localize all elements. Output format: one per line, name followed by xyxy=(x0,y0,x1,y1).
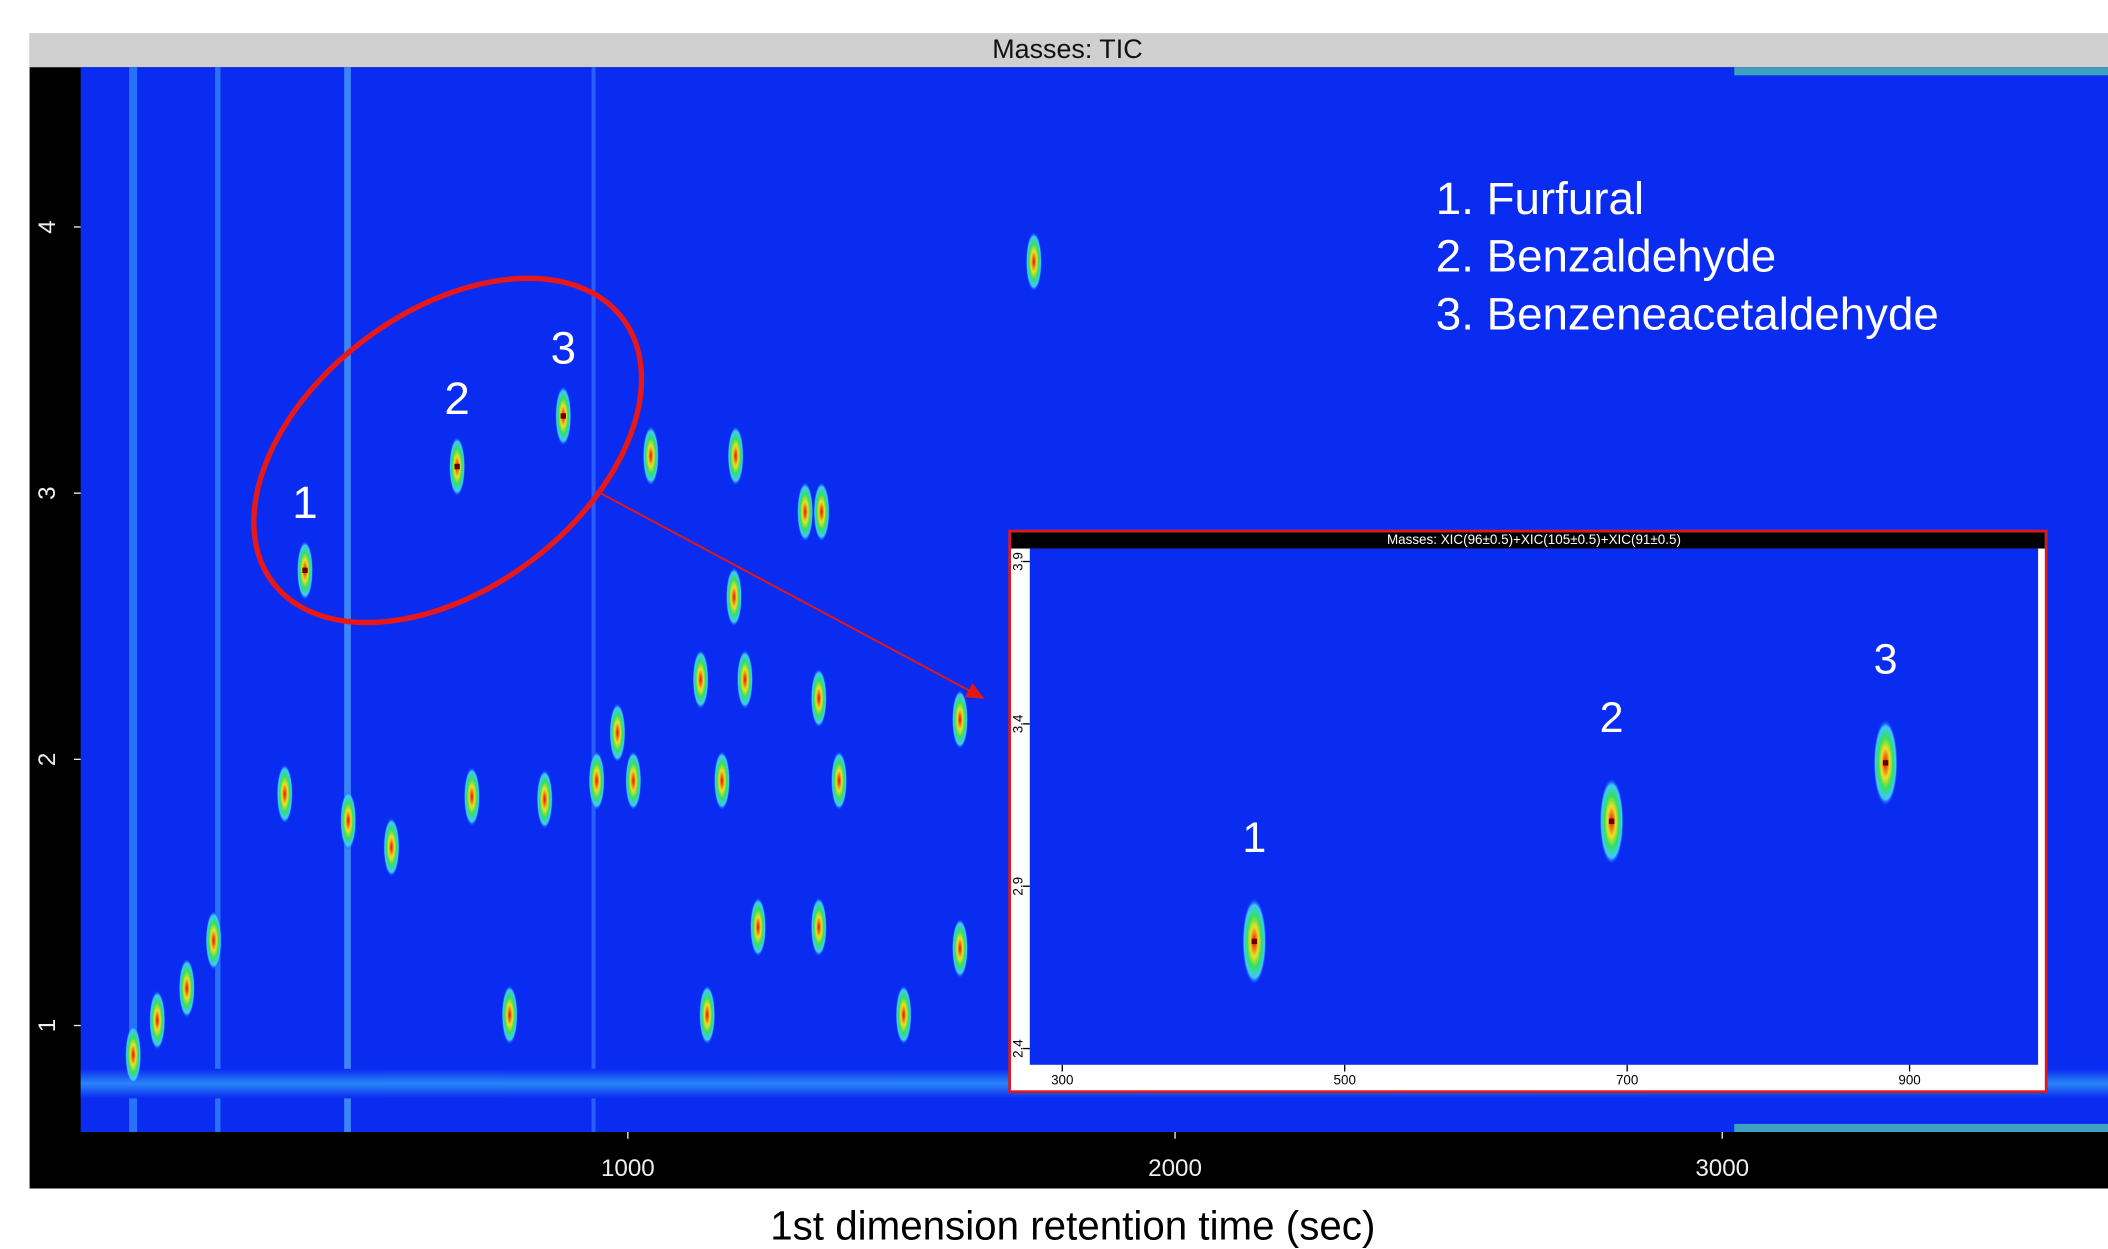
streak xyxy=(129,67,138,1133)
streak xyxy=(215,67,221,1133)
streak xyxy=(591,67,596,1133)
y-tick-label: 3.9 xyxy=(1011,552,1026,571)
x-tick-label: 2000 xyxy=(1148,1155,1202,1182)
peak xyxy=(463,767,480,827)
peak xyxy=(536,769,553,829)
peak xyxy=(340,790,357,851)
x-tick-label: 3000 xyxy=(1695,1155,1749,1182)
peak xyxy=(149,990,166,1050)
peak-apex xyxy=(454,463,460,470)
peak-apex xyxy=(302,567,308,574)
highlight-ellipse xyxy=(251,275,645,626)
peak xyxy=(699,985,716,1045)
legend-entry: 2. Benzaldehyde xyxy=(1436,231,1776,282)
peak xyxy=(831,751,848,811)
x-tick-label: 1000 xyxy=(601,1155,655,1182)
y-tick-label: 3.4 xyxy=(1011,714,1026,733)
chart-title: Masses: TIC xyxy=(992,34,1142,64)
x-tick-label: 700 xyxy=(1616,1072,1638,1087)
peak-label: 1 xyxy=(1242,814,1266,862)
peak-apex xyxy=(1882,760,1889,766)
inset-plot-area xyxy=(1029,548,2039,1065)
peak xyxy=(588,751,605,811)
peak xyxy=(1025,231,1042,292)
peak xyxy=(625,751,642,811)
peak-apex xyxy=(1608,818,1615,824)
peak-label: 3 xyxy=(551,323,576,374)
x-axis-label: 1st dimension retention time (sec) xyxy=(770,1202,1375,1248)
peak xyxy=(797,482,814,542)
peak xyxy=(692,649,709,710)
title-bar xyxy=(29,33,2108,68)
y-tick-label: 2.4 xyxy=(1011,1039,1026,1058)
peak xyxy=(501,985,518,1045)
peak xyxy=(276,764,293,824)
peak-label: 1 xyxy=(292,477,317,528)
legend-entry: 1. Furfural xyxy=(1436,173,1644,224)
y-tick-label: 2.9 xyxy=(1011,877,1026,896)
zoom-arrow xyxy=(600,492,985,699)
peak xyxy=(951,689,969,749)
peak-apex xyxy=(560,413,566,419)
inset-chart: Masses: XIC(96±0.5)+XIC(105±0.5)+XIC(91±… xyxy=(1011,532,1921,1087)
peak xyxy=(951,918,969,978)
peak xyxy=(609,703,626,763)
x-tick-label: 900 xyxy=(1898,1072,1920,1087)
peak-label: 2 xyxy=(1600,694,1624,742)
peak xyxy=(813,482,830,542)
peak xyxy=(750,897,767,957)
y-tick-label: 2 xyxy=(34,753,61,766)
peak xyxy=(895,985,912,1045)
inset-title-bar xyxy=(1010,532,2045,549)
peak xyxy=(725,567,743,627)
x-tick-label: 500 xyxy=(1334,1072,1356,1087)
peak-label: 2 xyxy=(444,373,469,424)
peak xyxy=(736,649,754,710)
streak xyxy=(344,67,351,1133)
chart-title: Masses: XIC(96±0.5)+XIC(105±0.5)+XIC(91±… xyxy=(1387,532,1681,547)
y-tick-label: 3 xyxy=(34,486,61,499)
peak xyxy=(178,958,195,1018)
peak xyxy=(383,817,400,877)
peak-apex xyxy=(1251,938,1258,945)
peak xyxy=(205,910,222,970)
y-tick-label: 4 xyxy=(34,220,61,233)
streak xyxy=(1734,67,2108,76)
y-tick-label: 1 xyxy=(34,1019,61,1032)
peak xyxy=(810,897,827,957)
x-tick-label: 300 xyxy=(1051,1072,1073,1087)
peak xyxy=(713,751,731,811)
peak xyxy=(125,1025,142,1085)
main-chart: Masses: TIC 1000 2000 3000 1 2 3 4 1 2 3 1. Furfura… xyxy=(34,34,1939,1248)
peak xyxy=(727,426,744,486)
peak-label: 3 xyxy=(1874,635,1898,683)
legend-entry: 3. Benzeneacetaldehyde xyxy=(1436,288,1939,339)
peak xyxy=(810,668,827,728)
peak xyxy=(642,426,659,486)
streak xyxy=(1734,1123,2108,1133)
